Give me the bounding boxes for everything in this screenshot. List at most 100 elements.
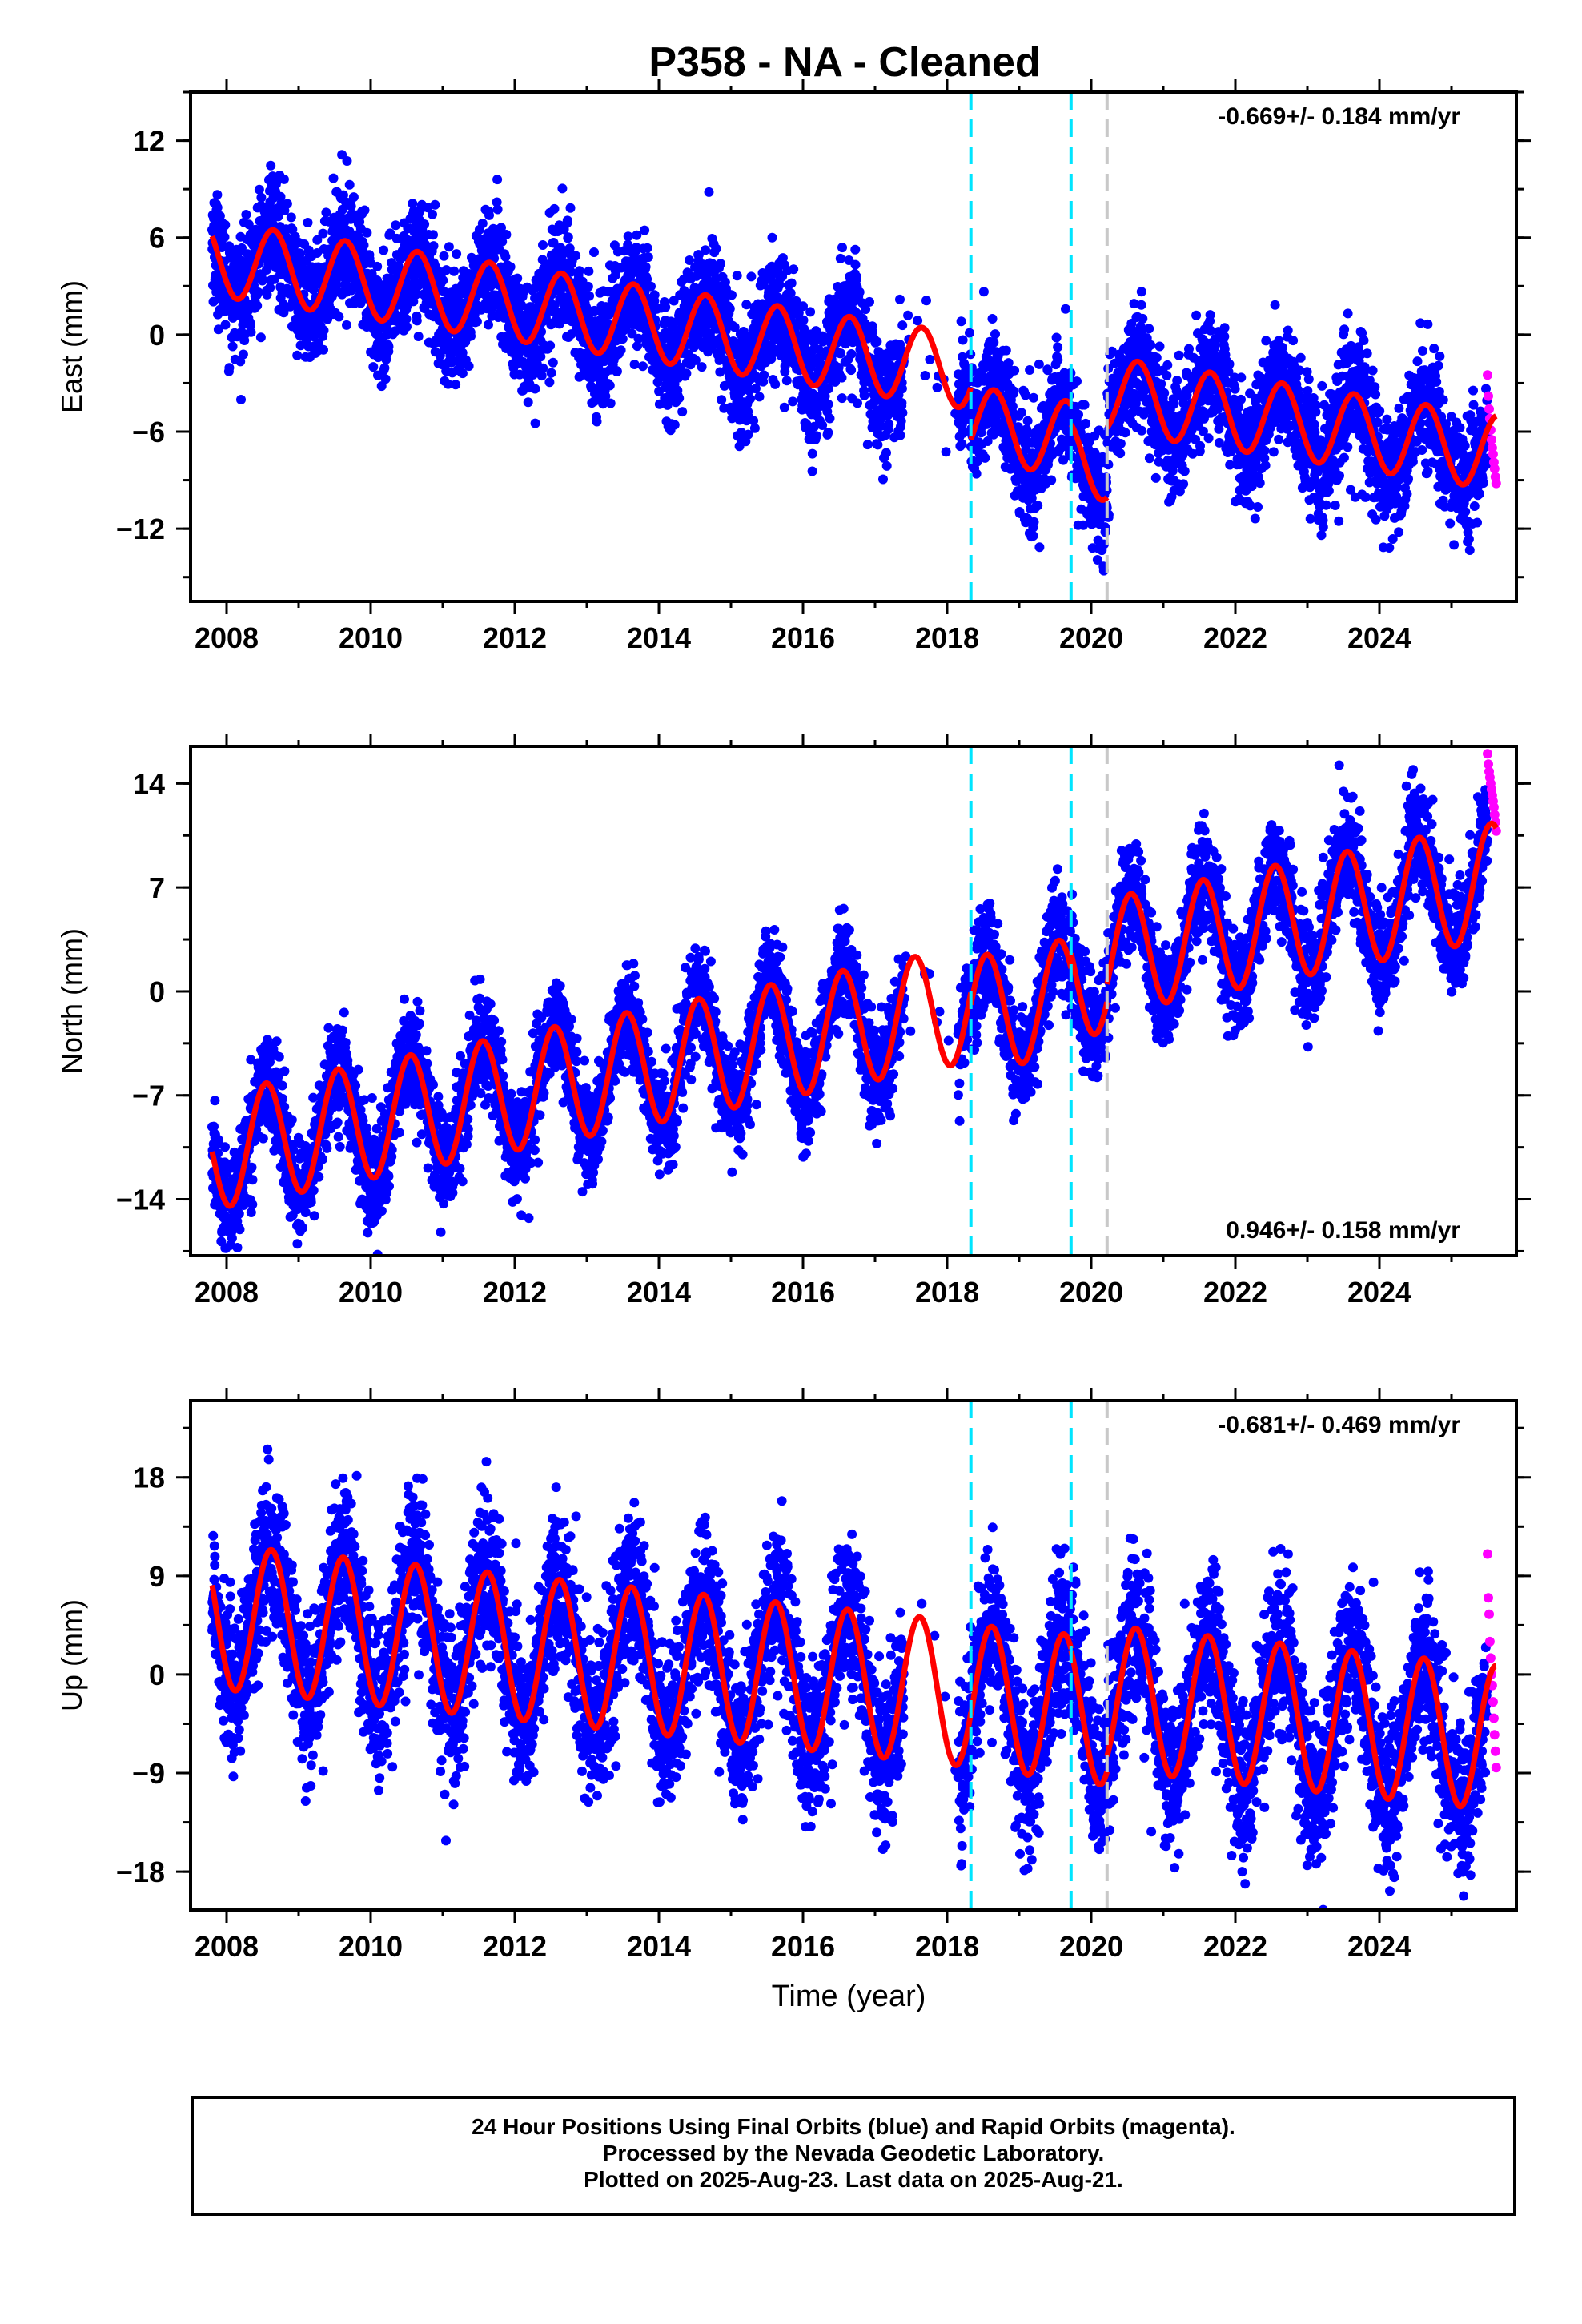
data-point [1169,399,1179,409]
data-point [805,307,816,317]
data-point [584,266,594,276]
data-point [574,266,584,276]
data-point [786,278,797,288]
data-point [989,337,999,348]
data-point [492,204,503,215]
data-point [872,336,882,347]
data-point [1115,448,1126,459]
data-point [219,232,230,243]
data-point [265,283,275,293]
data-point [241,210,251,219]
data-point [451,380,461,390]
data-point [439,251,449,261]
data-point [428,209,437,219]
data-point [334,312,344,322]
data-point [1138,313,1148,324]
data-point [319,344,328,355]
data-point [484,210,494,220]
data-point [669,420,680,430]
data-point [640,262,651,272]
data-point [496,223,506,233]
data-point [286,212,296,223]
data-point [282,199,292,209]
data-point [825,413,835,424]
data-point [255,332,266,343]
data-point [523,397,533,408]
data-point [564,243,575,254]
data-point [978,287,989,297]
data-point [1079,400,1090,410]
data-point [430,199,440,210]
data-point [823,399,833,409]
data-point [380,374,391,384]
data-point [846,349,857,359]
data-point [236,395,246,404]
data-point [538,363,548,373]
data-point [759,370,769,380]
data-point [1162,360,1173,370]
data-point [385,228,396,239]
data-point [412,316,422,326]
data-point [1191,310,1202,320]
data-point [549,300,560,311]
data-point [1219,332,1230,342]
data-point [837,243,847,253]
data-point [725,304,735,314]
data-point [643,252,653,263]
data-point [781,376,792,386]
data-point [862,440,873,450]
data-point [746,271,757,282]
data-point [428,230,438,240]
data-point [1136,300,1146,310]
data-point [376,381,387,392]
data-point [1178,479,1189,489]
data-point [401,314,412,324]
data-point [1028,531,1038,541]
data-point [727,290,737,300]
data-point [295,248,306,259]
data-point [372,261,383,271]
data-point [823,428,833,438]
data-point [617,334,628,344]
data-point [837,393,847,404]
data-point [957,439,967,449]
data-point [548,357,558,368]
data-point [574,372,584,382]
data-point [754,392,765,402]
data-point [318,228,328,239]
data-point [859,390,869,400]
data-point [600,391,611,401]
data-point [566,267,576,277]
data-point [637,361,648,372]
data-point [571,251,581,261]
data-point [837,372,847,383]
data-point [545,340,556,351]
data-point [1144,324,1154,334]
data-point [592,416,602,427]
data-point [1029,392,1038,403]
data-point [583,281,593,292]
data-point [359,240,369,251]
data-point [402,321,412,332]
data-point [865,296,874,307]
data-point [505,262,516,272]
data-point [1120,428,1130,438]
data-point [851,271,861,282]
data-point [497,236,508,247]
data-point [224,363,235,373]
data-point [987,314,998,324]
data-point [895,430,905,440]
data-point [788,396,798,407]
data-point [745,394,755,404]
data-point [1016,408,1026,418]
data-point [536,352,546,362]
data-point [1219,323,1230,333]
data-point [344,179,355,190]
data-point [530,418,540,428]
data-point [717,395,727,405]
data-point [362,227,372,238]
data-point [1179,466,1190,476]
data-point [1172,376,1182,386]
data-point [565,203,576,213]
